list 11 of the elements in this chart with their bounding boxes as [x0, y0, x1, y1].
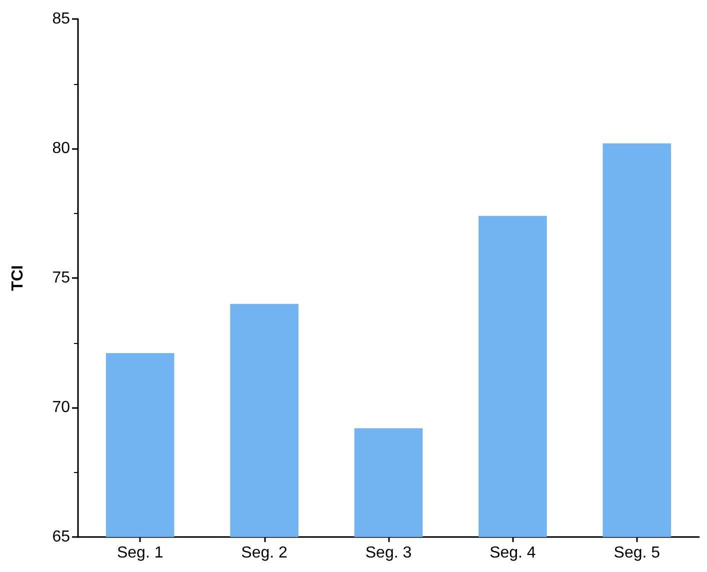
x-tick-label: Seg. 5: [614, 544, 660, 562]
x-tick-label: Seg. 3: [365, 544, 412, 562]
y-tick-label: 85: [52, 10, 70, 28]
x-tick-label: Seg. 4: [490, 544, 536, 562]
y-tick-label: 75: [52, 270, 70, 286]
y-tick-label: 80: [52, 140, 70, 157]
y-tick-label: 70: [52, 399, 70, 416]
y-tick-label: 65: [52, 528, 70, 546]
x-tick-label: Seg. 2: [241, 544, 288, 562]
y-axis-title: TCI: [10, 265, 26, 291]
x-tick-label: Seg. 1: [116, 544, 164, 562]
